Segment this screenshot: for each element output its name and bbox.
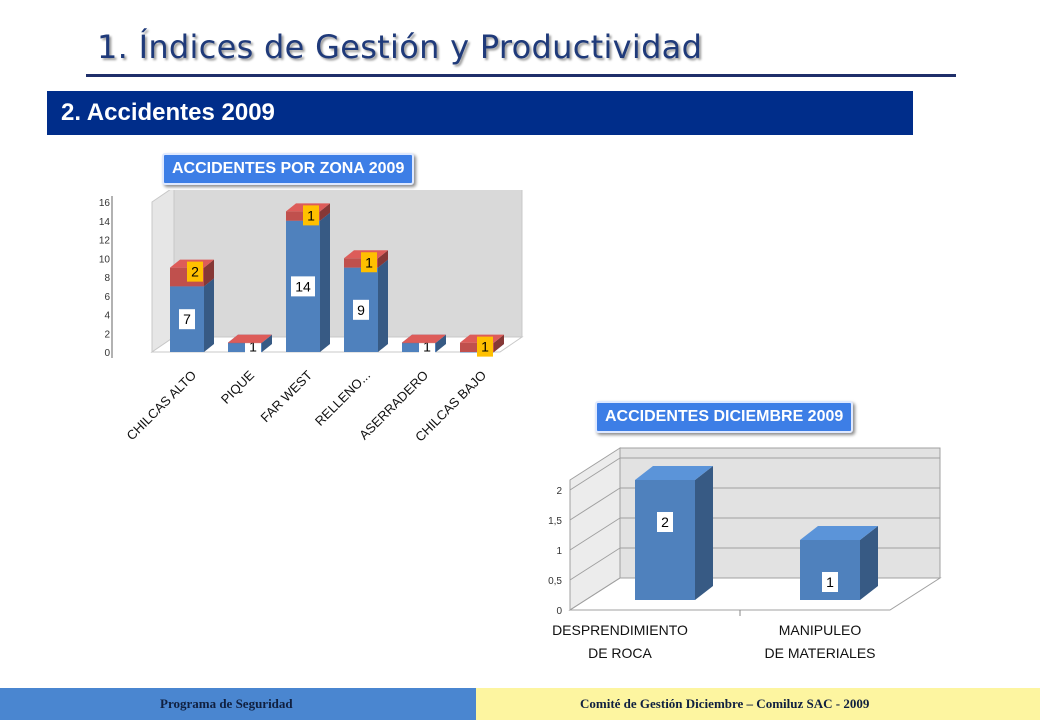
svg-text:1: 1 [249,339,257,355]
zone-data-label: 1 [477,336,493,357]
december-y-tick-label: 0,5 [548,576,562,587]
december-bar [800,526,878,600]
zone-y-tick-label: 0 [104,348,110,359]
december-accidents-chart: 0 0,5 1 1,5 2 2 DESPRENDIMIENTO DE ROCA 1 MANIPUL… [548,447,942,661]
zone-data-label: 7 [179,309,195,330]
zone-y-tick-label: 10 [99,254,111,265]
footer-program: Programa de Seguridad [160,696,293,711]
zone-y-tick-label: 14 [99,217,111,228]
svg-text:1: 1 [826,574,834,590]
zone-y-tick-label: 4 [104,311,110,322]
footer-committee: Comité de Gestión Diciembre – Comiluz SA… [580,696,870,711]
december-data-label: 1 [822,572,838,592]
page-title: 1. Índices de Gestión y Productividad [97,28,703,66]
december-category-label-line1: MANIPULEO [779,622,862,638]
svg-text:14: 14 [295,278,311,294]
december-category-label-line1: DESPRENDIMIENTO [552,622,688,638]
svg-text:1: 1 [423,339,431,355]
section-banner: 2. Accidentes 2009 [47,91,913,135]
svg-text:2: 2 [661,514,669,530]
december-grid-side [569,577,621,611]
footer-left: Programa de Seguridad [0,688,476,720]
svg-text:7: 7 [183,311,191,327]
december-category-label-line2: DE MATERIALES [765,645,876,661]
zone-y-tick-label: 16 [99,198,111,209]
zone-data-label: 2 [187,261,203,282]
december-bar [635,466,713,600]
zone-chart-title: ACCIDENTES POR ZONA 2009 [162,153,415,185]
zone-category-label: FAR WEST [258,367,316,425]
december-y-tick-label: 1,5 [548,516,562,527]
svg-text:1: 1 [481,339,489,355]
december-grid-side [569,457,621,491]
zone-bar [228,334,272,344]
december-chart-title: ACCIDENTES DICIEMBRE 2009 [595,401,854,433]
footer-right: Comité de Gestión Diciembre – Comiluz SA… [476,688,1040,720]
zone-category-label: RELLENO... [312,368,373,429]
zone-y-tick-label: 8 [104,273,110,284]
december-data-label: 2 [657,512,673,532]
svg-text:2: 2 [191,264,199,280]
zone-bar [170,278,214,352]
svg-text:1: 1 [307,207,315,223]
december-category-label-line2: DE ROCA [588,645,652,661]
december-y-tick-label: 1 [556,546,562,557]
december-grid-side [569,547,621,581]
december-grid-side [569,517,621,551]
zone-bar [402,334,446,344]
zone-data-label: 1 [303,205,319,226]
zone-data-label: 9 [353,299,369,320]
zone-y-tick-label: 12 [99,236,111,247]
zone-y-tick-label: 6 [104,292,110,303]
zone-data-label: 14 [291,276,315,297]
svg-text:1: 1 [365,254,373,270]
zone-data-label: 1 [361,252,377,273]
svg-text:9: 9 [357,302,365,318]
december-floor [568,577,942,611]
december-y-tick-label: 0 [556,606,562,617]
zone-category-label: CHILCAS ALTO [123,368,199,444]
zone-y-tick-label: 2 [104,329,110,340]
december-y-tick-label: 2 [556,486,562,497]
section-title: 2. Accidentes 2009 [61,99,275,126]
title-underline [86,74,956,77]
december-grid-side [569,487,621,521]
zone-category-label: PIQUE [218,367,257,406]
